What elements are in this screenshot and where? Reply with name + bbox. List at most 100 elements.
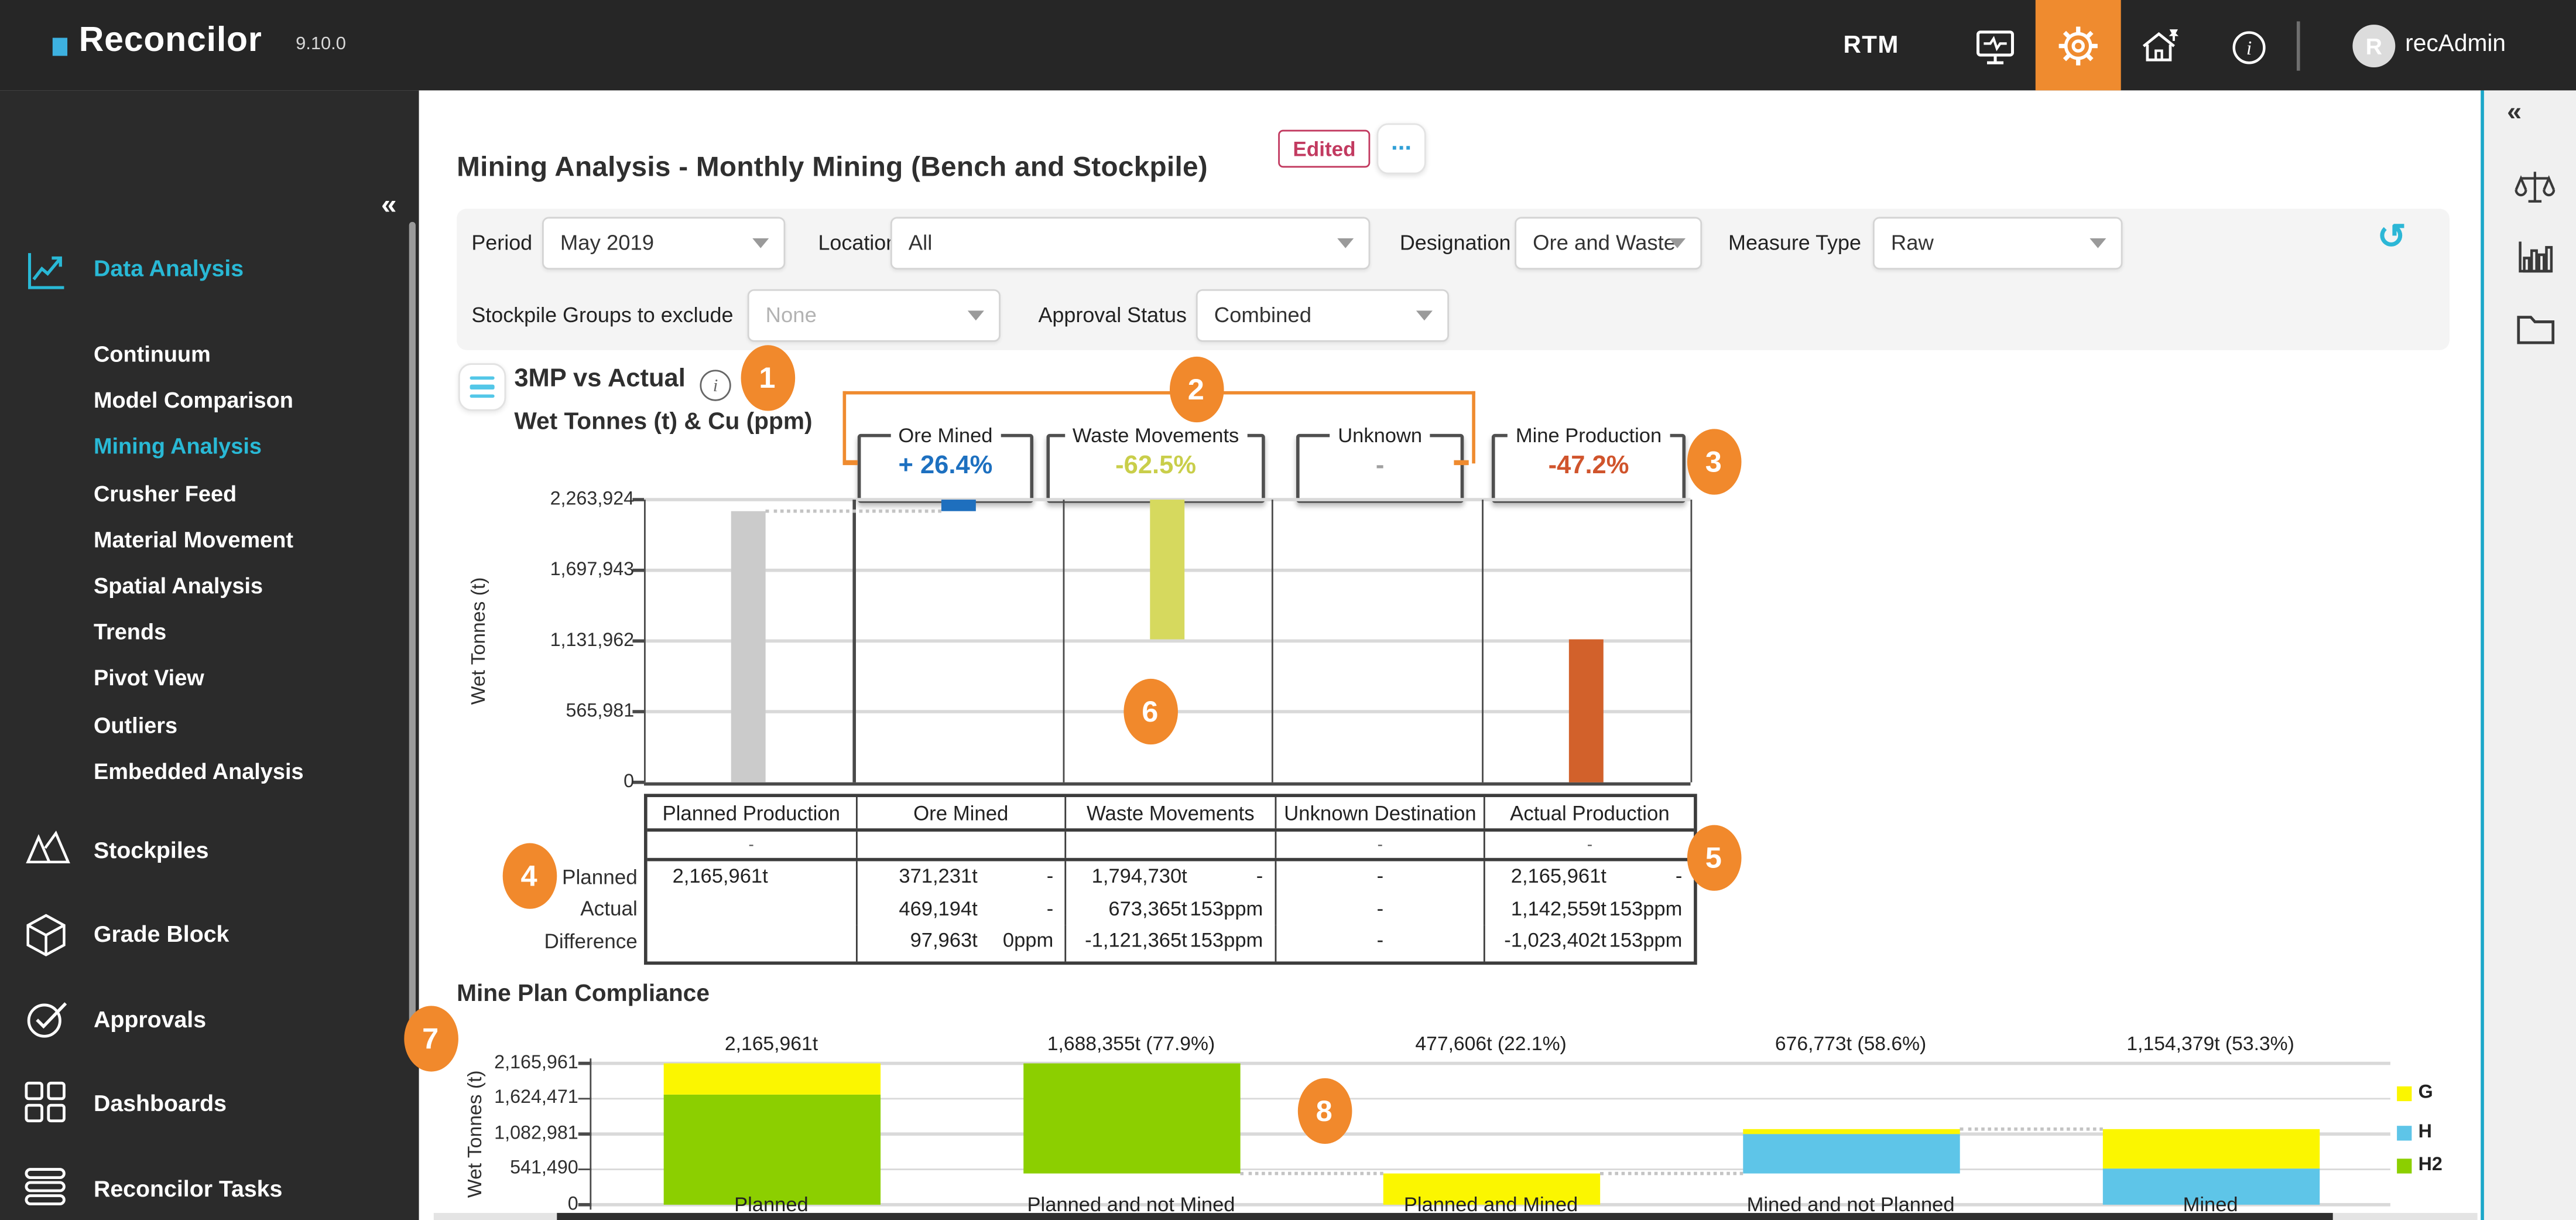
kpi-value: -62.5%: [1115, 452, 1197, 480]
x-category-label: Planned: [734, 1193, 809, 1216]
kpi-value: -: [1375, 452, 1385, 480]
table-row-label: Actual: [580, 897, 638, 921]
y-tick-label: 541,490: [510, 1159, 578, 1178]
dropdown-approval-status[interactable]: Combined: [1195, 289, 1449, 342]
legend-swatch: [2397, 1157, 2412, 1173]
rtm-label[interactable]: RTM: [1843, 31, 1899, 60]
table-cell: 371,231t -: [857, 861, 1067, 894]
sidebar-item-continuum[interactable]: Continuum: [93, 341, 211, 367]
table-column-header: Unknown Destination: [1276, 797, 1486, 829]
bar-chart-icon[interactable]: [2513, 235, 2556, 278]
legend-item-H: H: [2397, 1122, 2432, 1143]
bar-value-label: 477,606t (22.1%): [1415, 1032, 1567, 1055]
y-tick-label: 2,263,924: [550, 488, 635, 509]
annotation-marker-7: 7: [403, 1006, 458, 1072]
compliance-bar-segment-H: [2102, 1168, 2319, 1205]
settings-tab-active[interactable]: [2035, 0, 2121, 91]
sidebar-item-pivot-view[interactable]: Pivot View: [93, 666, 204, 691]
chevron-down-icon: [752, 238, 769, 248]
scales-icon[interactable]: [2513, 168, 2556, 210]
info-icon[interactable]: i: [2228, 26, 2270, 69]
y-axis-label: Wet Tonnes (t): [463, 1070, 487, 1198]
compliance-connector: [1599, 1171, 1742, 1175]
annotation-marker-2: 2: [1169, 356, 1224, 423]
compliance-bar-segment-G: [663, 1063, 880, 1095]
y-tick: [632, 498, 644, 501]
dropdown-location[interactable]: All: [890, 217, 1371, 270]
cell-ppm: -: [1046, 864, 1054, 888]
chart-info-icon[interactable]: i: [700, 370, 731, 401]
filter-label-designation: Designation: [1399, 230, 1511, 255]
table-subheader-cell: -: [1276, 831, 1486, 858]
chevron-down-icon: [967, 310, 984, 321]
dropdown-stockpile-groups-to-exclude[interactable]: None: [747, 289, 1001, 342]
right-panel-collapse-button[interactable]: «: [2507, 98, 2522, 127]
horizontal-scrollbar-thumb[interactable]: [557, 1212, 2333, 1220]
x-category-label: Planned and Mined: [1403, 1193, 1578, 1216]
table-cell: 1,794,730t -: [1067, 861, 1276, 894]
sidebar-item-grade-block[interactable]: Grade Block: [0, 904, 419, 970]
compliance-bar-segment-G: [2102, 1129, 2319, 1168]
y-tick-label: 1,624,471: [494, 1088, 578, 1108]
kpi-unknown: Unknown -: [1296, 423, 1464, 503]
table-row: 469,194t -673,365t 153ppm -1,142,559t 153ppm: [648, 893, 1694, 925]
annotation-bracket: [842, 391, 1475, 464]
home-pin-icon[interactable]: [2139, 26, 2182, 69]
sidebar-item-model-comparison[interactable]: Model Comparison: [93, 388, 293, 413]
user-name[interactable]: recAdmin: [2405, 31, 2506, 58]
bar-actual-production: [1568, 640, 1604, 782]
cell-tonnes: 2,165,961t: [1510, 864, 1606, 888]
dropdown-period[interactable]: May 2019: [542, 217, 786, 270]
column-separator: [1481, 500, 1484, 782]
cell-ppm: -: [1675, 864, 1683, 888]
chart-menu-button[interactable]: [458, 363, 506, 411]
annotation-marker-4: 4: [502, 843, 556, 909]
app-logo[interactable]: Reconcilor: [78, 21, 262, 60]
dropdown-designation[interactable]: Ore and Waste: [1515, 217, 1703, 270]
sidebar-item-embedded-analysis[interactable]: Embedded Analysis: [93, 758, 304, 784]
table-row: 97,963t 0ppm -1,121,365t 153ppm - -1,023,402t…: [648, 925, 1694, 962]
more-options-button[interactable]: ...: [1376, 123, 1426, 175]
annotation-marker-6: 6: [1122, 678, 1177, 745]
logo-mark: [52, 37, 68, 56]
table-column-header: Planned Production: [648, 797, 857, 829]
sidebar-item-spatial-analysis[interactable]: Spatial Analysis: [93, 573, 263, 599]
grade-block-icon: [23, 911, 69, 968]
cell-ppm: 153ppm: [1609, 928, 1683, 952]
compliance-chart-title: Mine Plan Compliance: [457, 981, 710, 1008]
gridline: [591, 1168, 2390, 1171]
sidebar-item-reconcilor-tasks[interactable]: Reconcilor Tasks: [0, 1159, 419, 1220]
avatar[interactable]: R: [2352, 25, 2396, 68]
sidebar-scrollbar[interactable]: [409, 221, 416, 1027]
sidebar-item-material-movement[interactable]: Material Movement: [93, 527, 294, 552]
sidebar-item-label: Grade Block: [93, 920, 229, 947]
chart-title: 3MP vs Actual: [514, 364, 686, 393]
sidebar-item-dashboards[interactable]: Dashboards: [0, 1074, 419, 1139]
cell-tonnes: 371,231t: [899, 864, 978, 888]
refresh-icon[interactable]: ↻: [2377, 218, 2406, 257]
sidebar-item-trends[interactable]: Trends: [93, 620, 167, 645]
sidebar-item-label: Reconcilor Tasks: [93, 1175, 283, 1201]
table-cell: 673,365t 153ppm: [1067, 893, 1276, 925]
sidebar-item-stockpiles[interactable]: Stockpiles: [0, 819, 419, 885]
annotation-marker-1: 1: [740, 345, 794, 411]
dropdown-measure-type[interactable]: Raw: [1872, 217, 2123, 270]
sidebar-collapse-button[interactable]: «: [381, 189, 397, 221]
sidebar-group-data-analysis[interactable]: Data Analysis: [93, 254, 244, 281]
sidebar-item-outliers[interactable]: Outliers: [93, 712, 178, 737]
data-table: Planned Production Ore Mined Waste Movemen…: [643, 794, 1697, 965]
filter-label-period: Period: [471, 230, 533, 255]
svg-text:i: i: [2246, 37, 2252, 59]
sidebar-item-crusher-feed[interactable]: Crusher Feed: [93, 481, 237, 506]
cell-ppm: 0ppm: [1002, 928, 1054, 952]
chevron-down-icon: [1337, 238, 1354, 248]
sidebar-item-mining-analysis[interactable]: Mining Analysis: [93, 434, 262, 460]
table-subheader-cell: -: [648, 831, 857, 858]
monitor-icon[interactable]: [1973, 26, 2016, 69]
legend-label: H: [2418, 1122, 2432, 1143]
top-bar: Reconcilor 9.10.0 RTM: [0, 0, 2576, 91]
sidebar-item-approvals[interactable]: Approvals: [0, 989, 419, 1054]
chart-subtitle: Wet Tonnes (t) & Cu (ppm): [514, 409, 813, 436]
folder-icon[interactable]: [2513, 307, 2556, 350]
legend-item-H2: H2: [2397, 1156, 2443, 1175]
